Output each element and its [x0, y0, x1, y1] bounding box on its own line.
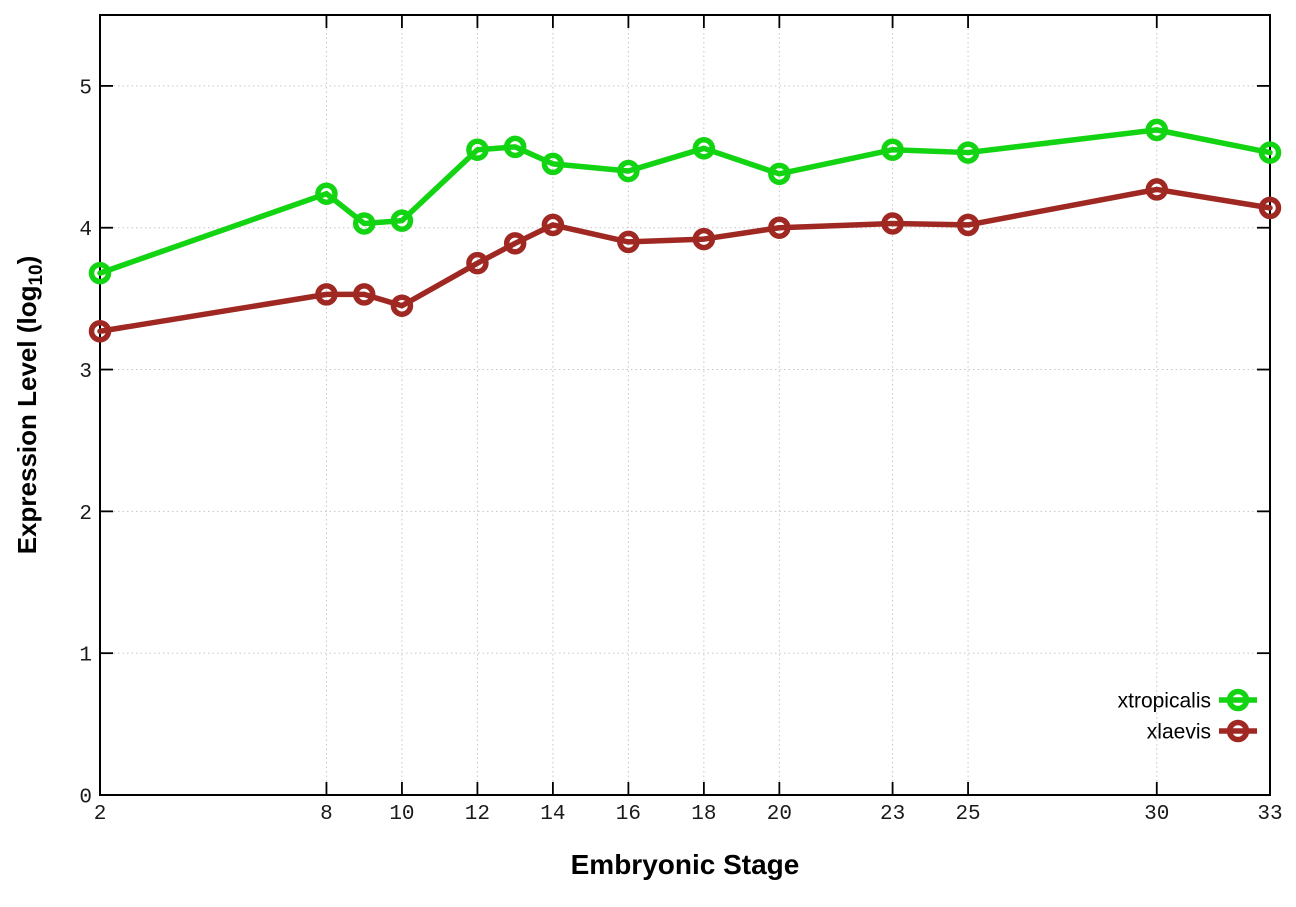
data-point-xtropicalis-8 — [315, 182, 338, 205]
legend-marker-xlaevis — [1226, 719, 1250, 743]
data-point-xtropicalis-13 — [503, 135, 527, 159]
data-point-xlaevis-10 — [390, 294, 414, 317]
plot-border — [99, 14, 1271, 796]
data-point-xlaevis-12 — [466, 251, 489, 275]
series-xlaevis — [88, 178, 1282, 343]
x-tick-label-8: 8 — [320, 803, 333, 826]
data-point-xlaevis-13 — [503, 232, 527, 255]
x-tick-label-23: 23 — [880, 803, 905, 826]
x-axis-title: Embryonic Stage — [571, 849, 800, 880]
data-point-xtropicalis-33 — [1258, 141, 1282, 164]
data-point-xtropicalis-16 — [617, 159, 640, 183]
data-point-xlaevis-30 — [1145, 178, 1169, 201]
x-tick-label-18: 18 — [691, 803, 716, 826]
x-tick-labels: 2 8 10 12 14 16 18 20 23 25 30 33 — [94, 803, 1283, 826]
data-point-xtropicalis-20 — [768, 162, 791, 186]
legend-label-xlaevis: xlaevis — [1147, 721, 1211, 744]
y-tick-label-5: 5 — [79, 77, 92, 100]
data-point-xlaevis-18 — [692, 227, 716, 251]
data-point-xlaevis-14 — [541, 213, 565, 237]
data-point-xlaevis-20 — [768, 216, 791, 239]
data-point-xtropicalis-23 — [881, 138, 904, 161]
x-tick-label-33: 33 — [1257, 803, 1282, 826]
data-point-xlaevis-25 — [956, 213, 980, 237]
y-tick-label-3: 3 — [79, 361, 92, 384]
series-xtropicalis — [88, 118, 1282, 285]
x-tick-label-30: 30 — [1144, 803, 1169, 826]
x-tick-label-20: 20 — [767, 803, 792, 826]
data-point-xtropicalis-14 — [541, 152, 565, 176]
x-tick-label-2: 2 — [94, 803, 107, 826]
y-tick-label-2: 2 — [79, 503, 92, 526]
data-point-xlaevis-8 — [315, 283, 338, 306]
y-tick-label-4: 4 — [79, 219, 92, 242]
y-tick-labels: 0 1 2 3 4 5 — [79, 77, 92, 809]
data-point-xtropicalis-12 — [466, 138, 489, 161]
x-tick-label-10: 10 — [389, 803, 414, 826]
data-point-xtropicalis-18 — [692, 137, 716, 160]
data-point-xtropicalis-2 — [88, 261, 112, 285]
y-tick-label-0: 0 — [79, 787, 92, 810]
legend: xtropicalis xlaevis — [1118, 688, 1257, 744]
tick-marks — [99, 15, 1271, 796]
data-point-xtropicalis-9 — [352, 212, 376, 235]
y-axis-title: Expression Level (log10) — [12, 256, 47, 555]
x-tick-label-14: 14 — [540, 803, 565, 826]
data-point-xlaevis-23 — [881, 212, 904, 235]
data-point-xlaevis-9 — [352, 283, 376, 306]
x-tick-label-25: 25 — [955, 803, 980, 826]
y-tick-label-1: 1 — [79, 645, 92, 668]
data-point-xtropicalis-25 — [956, 141, 980, 164]
data-point-xtropicalis-30 — [1145, 118, 1169, 142]
data-point-xlaevis-16 — [617, 230, 640, 254]
legend-marker-xtropicalis — [1226, 688, 1250, 712]
data-point-xlaevis-33 — [1258, 196, 1282, 220]
x-tick-label-16: 16 — [616, 803, 641, 826]
data-point-xlaevis-2 — [88, 320, 112, 343]
data-point-xtropicalis-10 — [390, 209, 414, 232]
legend-label-xtropicalis: xtropicalis — [1118, 690, 1211, 713]
x-tick-label-12: 12 — [465, 803, 490, 826]
